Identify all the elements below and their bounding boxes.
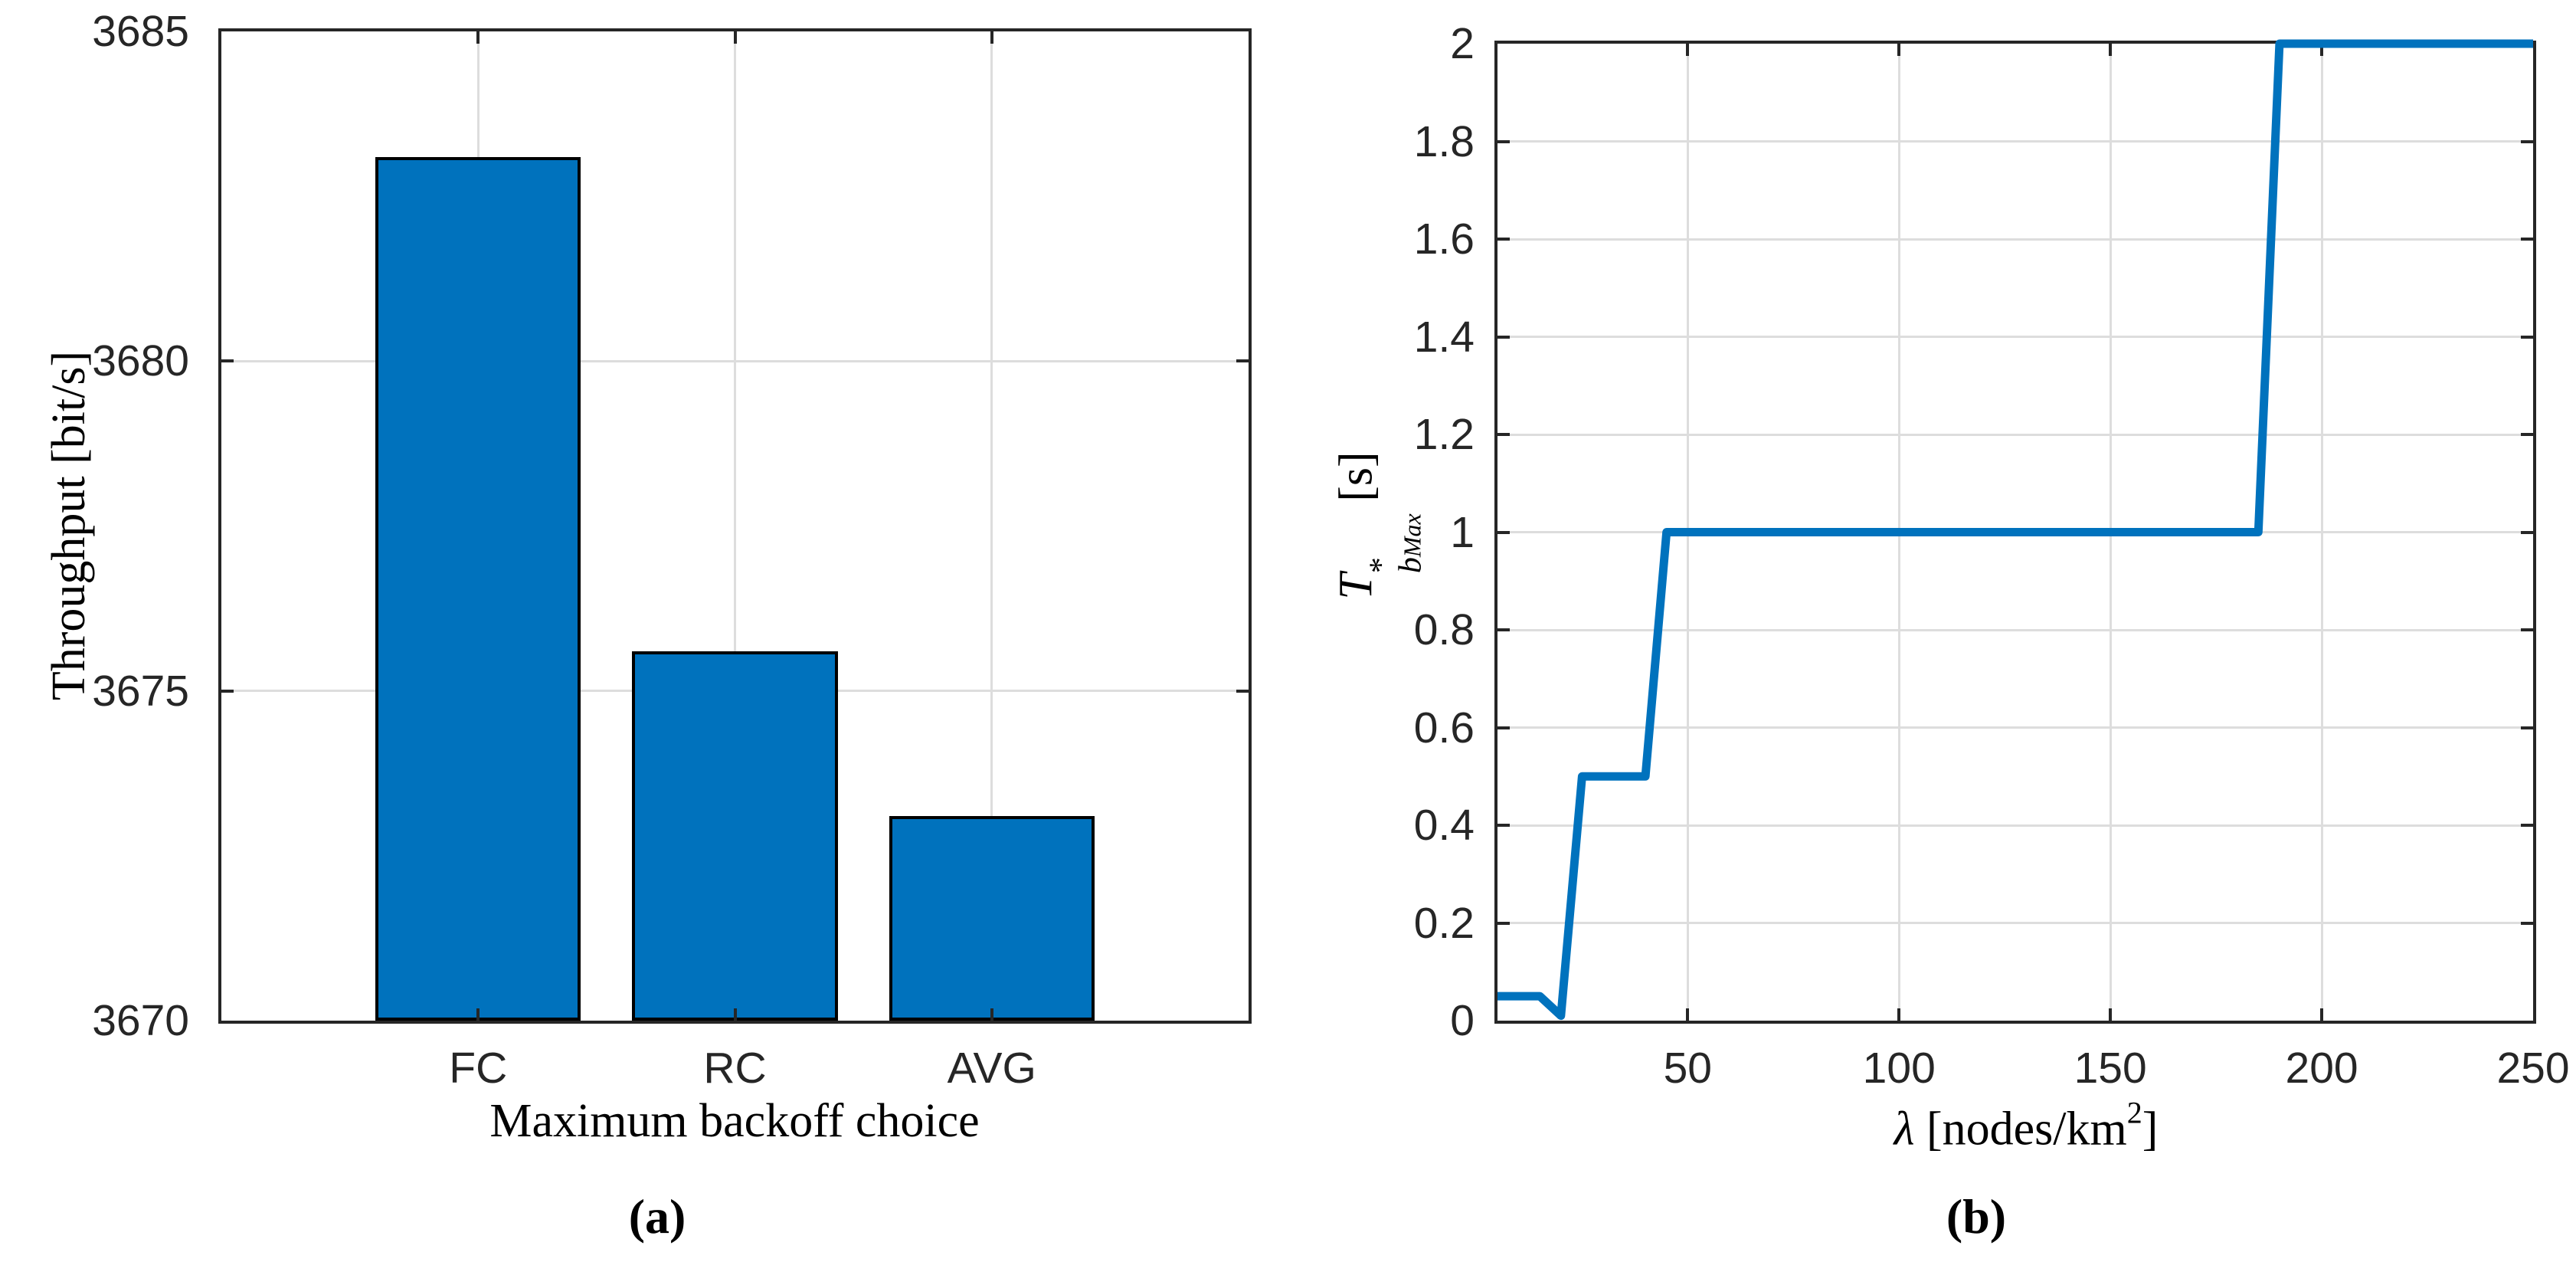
x-axis-label-b: λ [nodes/km2] [1894, 1089, 2159, 1154]
ylabel-b-supsub: * bMax [1364, 513, 1429, 574]
x-tick-label: 150 [2074, 1044, 2147, 1093]
y-tick [2521, 726, 2533, 729]
plot-area-line-chart [1494, 39, 2536, 1024]
y-tick-label: 0.2 [1413, 898, 1475, 948]
v-gridline [2320, 44, 2323, 1021]
y-tick [1236, 359, 1249, 363]
y-tick-label: 1.6 [1413, 215, 1475, 264]
y-tick [1497, 824, 1510, 827]
y-tick [2521, 139, 2533, 143]
y-tick [1497, 726, 1510, 729]
x-tick-label: 100 [1862, 1044, 1936, 1093]
y-tick [1497, 335, 1510, 339]
x-tick-label: 200 [2285, 1044, 2358, 1093]
y-tick-label: 0.6 [1413, 703, 1475, 752]
x-tick [2320, 44, 2324, 56]
optimal-backoff-line [1497, 39, 2533, 1021]
v-gridline [734, 31, 736, 1021]
y-tick-label: 2 [1450, 19, 1475, 68]
x-tick-label-fc: FC [449, 1044, 508, 1093]
y-tick [2521, 335, 2533, 339]
y-tick-label: 3670 [92, 996, 189, 1045]
y-tick [1497, 139, 1510, 143]
x-tick [733, 31, 737, 44]
x-axis-label-a: Maximum backoff choice [489, 1095, 980, 1147]
ylabel-b-sub: bMax [1393, 513, 1429, 574]
line-chart-inner [1497, 39, 2533, 1021]
v-gridline [990, 31, 993, 1021]
x-tick [2109, 44, 2113, 56]
y-tick-label: 1.4 [1413, 312, 1475, 362]
y-tick-label: 0.4 [1413, 801, 1475, 850]
y-tick [1497, 921, 1510, 925]
h-gridline [1497, 922, 2533, 924]
xlabel-b-lambda: λ [1894, 1103, 1915, 1155]
x-tick [1897, 1008, 1901, 1021]
y-tick [221, 689, 234, 693]
h-gridline [1497, 336, 2533, 338]
ylabel-b-subsub: Max [1398, 513, 1426, 558]
y-tick-label: 1.2 [1413, 410, 1475, 459]
y-tick [1497, 530, 1510, 534]
y-tick [2521, 824, 2533, 827]
h-gridline [1497, 726, 2533, 729]
y-tick [2521, 238, 2533, 241]
y-tick [1497, 433, 1510, 436]
y-tick [2521, 530, 2533, 534]
y-tick [1497, 238, 1510, 241]
y-tick-label: 3675 [92, 666, 189, 716]
xlabel-b-mid: [nodes/km [1914, 1103, 2127, 1155]
caption-a: (a) [628, 1189, 686, 1244]
y-tick-label: 1 [1450, 507, 1475, 557]
h-gridline [1497, 433, 2533, 436]
x-tick-label: 250 [2496, 1044, 2570, 1093]
y-tick-label: 1.8 [1413, 116, 1475, 166]
y-tick-label: 3680 [92, 336, 189, 386]
y-axis-label-b: T * bMax [s] [1330, 451, 1429, 600]
bar-chart-inner [221, 31, 1249, 1021]
y-tick-label: 3685 [92, 7, 189, 56]
y-tick [1236, 689, 1249, 693]
xlabel-b-end: ] [2142, 1103, 2159, 1155]
bar-avg [889, 816, 1095, 1021]
x-tick [1897, 44, 1901, 56]
x-tick [1686, 1008, 1690, 1021]
bar-rc [632, 651, 838, 1021]
y-tick [2521, 628, 2533, 631]
plot-area-bar-chart [218, 28, 1252, 1024]
x-tick-label-avg: AVG [947, 1044, 1036, 1093]
y-tick [1497, 628, 1510, 631]
h-gridline [1497, 238, 2533, 241]
caption-b: (b) [1946, 1189, 2007, 1244]
xlabel-b-exp: 2 [2126, 1095, 2142, 1130]
y-tick [2521, 921, 2533, 925]
x-tick [733, 1008, 737, 1021]
x-tick-label-rc: RC [703, 1044, 767, 1093]
step-line-series [1497, 39, 2533, 1021]
y-tick-label: 0.8 [1413, 605, 1475, 654]
y-tick-label: 0 [1450, 996, 1475, 1045]
x-tick [476, 31, 480, 44]
y-tick [2521, 433, 2533, 436]
x-tick [1686, 44, 1690, 56]
x-tick [990, 1008, 993, 1021]
x-tick-label: 50 [1663, 1044, 1713, 1093]
x-tick [2109, 1008, 2113, 1021]
x-tick [2320, 1008, 2324, 1021]
h-gridline [1497, 140, 2533, 143]
x-tick [476, 1008, 480, 1021]
x-tick [990, 31, 993, 44]
ylabel-b-symbol: T [1330, 573, 1383, 600]
bar-fc [375, 156, 581, 1021]
ylabel-b-unit: [s] [1330, 451, 1383, 502]
h-gridline [1497, 628, 2533, 631]
y-tick [221, 359, 234, 363]
h-gridline [1497, 824, 2533, 827]
